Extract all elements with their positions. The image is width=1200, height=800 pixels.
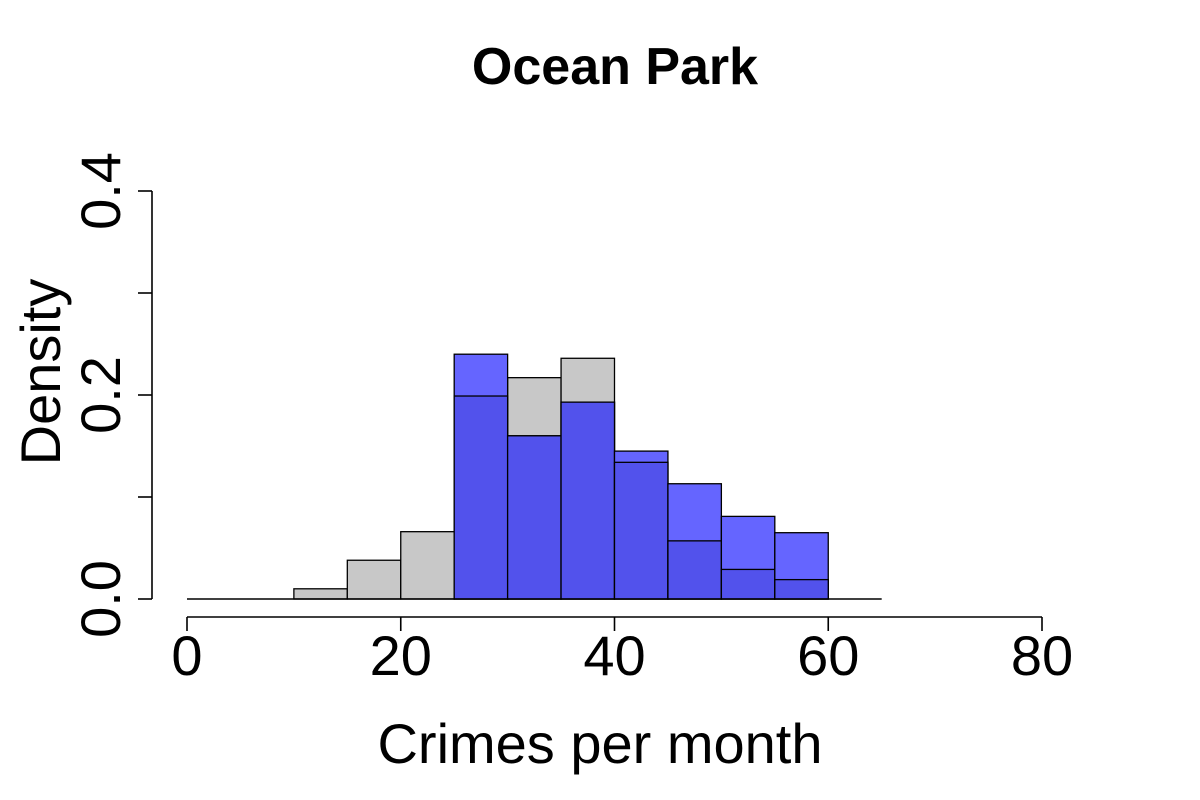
y-tick-label: 0.4 (69, 152, 132, 230)
overlap-bar-45 (667, 540, 723, 600)
gray-bar-20 (400, 531, 455, 600)
gray-bar-15 (346, 559, 402, 600)
y-axis-label: Density (9, 279, 72, 466)
overlap-bar-30 (506, 435, 562, 600)
overlap-bar-35 (560, 401, 616, 600)
x-tick-label: 60 (797, 624, 859, 687)
x-tick-label: 80 (1011, 624, 1073, 687)
chart-title: Ocean Park (472, 38, 758, 96)
x-tick-label: 40 (583, 624, 645, 687)
y-tick-label: 0.2 (69, 356, 132, 434)
x-axis: 0 20 40 60 80 (171, 616, 1073, 687)
overlap-bar-25 (453, 395, 509, 600)
overlap-bar-50 (720, 568, 776, 600)
overlap-bar-55 (774, 578, 829, 600)
overlap-bar-40 (613, 461, 669, 600)
bars-group (187, 353, 882, 600)
x-tick-label: 20 (370, 624, 432, 687)
y-axis: 0.0 0.2 0.4 (69, 152, 153, 638)
y-tick-label: 0.0 (69, 560, 132, 638)
x-tick-label: 0 (171, 624, 202, 687)
gray-bar-10 (293, 588, 348, 600)
x-axis-label: Crimes per month (377, 712, 822, 775)
